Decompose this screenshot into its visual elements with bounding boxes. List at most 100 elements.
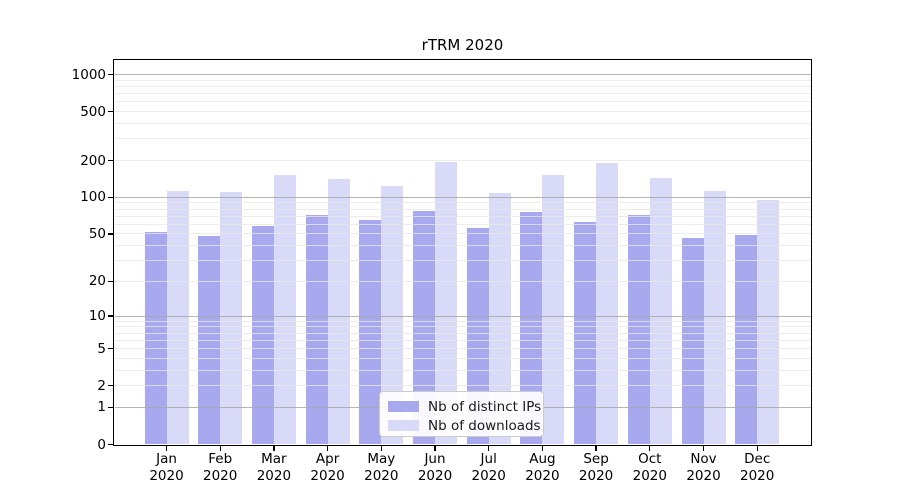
- y-tick-label: 50: [88, 225, 106, 242]
- x-tick-label-nov: Nov 2020: [686, 451, 721, 484]
- bar-downloads-dec: [757, 200, 780, 445]
- gridline-major: [114, 315, 811, 317]
- gridline-major: [114, 196, 811, 198]
- gridline-minor: [114, 111, 811, 113]
- x-tick-label-may: May 2020: [364, 451, 399, 484]
- gridline-minor: [114, 233, 811, 235]
- y-tick-mark: [107, 406, 114, 409]
- x-tick-mark: [595, 446, 597, 451]
- gridline-minor: [114, 138, 811, 140]
- gridline-minor: [114, 79, 811, 81]
- gridline-minor: [114, 385, 811, 387]
- x-tick-label-jan: Jan 2020: [149, 451, 184, 484]
- bar-downloads-feb: [220, 192, 243, 445]
- gridline-minor: [114, 123, 811, 125]
- gridline-minor: [114, 208, 811, 210]
- x-tick-label-apr: Apr 2020: [310, 451, 345, 484]
- y-tick-label: 0: [97, 436, 106, 453]
- legend-label-downloads: Nb of downloads: [428, 417, 541, 434]
- gridline-minor: [114, 93, 811, 95]
- gridline-minor: [114, 320, 811, 322]
- bar-downloads-aug: [542, 175, 565, 445]
- bar-distinct-ips-jul: [466, 227, 489, 445]
- bar-downloads-sep: [596, 162, 619, 445]
- gridline-minor: [114, 332, 811, 334]
- legend-label-distinct-ips: Nb of distinct IPs: [428, 398, 542, 415]
- x-tick-mark: [649, 446, 651, 451]
- gridline-minor: [114, 101, 811, 103]
- gridline-minor: [114, 160, 811, 161]
- gridline-minor: [114, 357, 811, 359]
- bar-downloads-apr: [327, 179, 350, 445]
- bar-distinct-ips-oct: [627, 214, 650, 445]
- gridline-minor: [114, 223, 811, 225]
- bar-downloads-oct: [649, 177, 672, 445]
- bar-downloads-jan: [166, 191, 189, 445]
- y-tick-mark: [107, 73, 114, 76]
- x-tick-label-mar: Mar 2020: [256, 451, 292, 484]
- x-tick-mark: [488, 446, 490, 451]
- gridline-minor: [114, 215, 811, 217]
- y-tick-label: 1000: [71, 66, 106, 83]
- gridline-minor: [114, 202, 811, 204]
- bar-downloads-mar: [273, 175, 296, 445]
- gridline-minor: [114, 369, 811, 371]
- bar-distinct-ips-mar: [251, 226, 274, 445]
- x-tick-label-feb: Feb 2020: [203, 451, 238, 484]
- x-tick-mark: [380, 446, 382, 451]
- chart-title: rTRM 2020: [421, 36, 504, 54]
- bar-distinct-ips-aug: [520, 211, 543, 445]
- bar-downloads-jul: [488, 193, 511, 445]
- x-tick-label-aug: Aug 2020: [525, 451, 560, 484]
- x-tick-label-oct: Oct 2020: [632, 451, 667, 484]
- y-tick-mark: [107, 385, 114, 387]
- x-tick-mark: [326, 446, 329, 451]
- y-tick-label: 100: [80, 189, 106, 206]
- legend-swatch-distinct-ips-icon: [388, 401, 419, 412]
- y-tick-mark: [107, 347, 114, 350]
- gridline-minor: [114, 326, 811, 328]
- gridline-minor: [114, 85, 811, 87]
- bar-distinct-ips-may: [359, 220, 382, 445]
- bar-downloads-nov: [703, 191, 726, 445]
- y-tick-mark: [107, 280, 114, 283]
- legend: Nb of distinct IPs Nb of downloads: [379, 391, 544, 437]
- gridline-minor: [114, 260, 811, 262]
- bar-downloads-jun: [435, 161, 457, 445]
- bar-downloads-may: [381, 186, 404, 445]
- y-tick-mark: [107, 159, 114, 162]
- legend-item-downloads: Nb of downloads: [388, 417, 541, 434]
- y-tick-label: 200: [80, 152, 106, 169]
- y-tick-label: 20: [88, 273, 106, 290]
- x-tick-mark: [434, 446, 436, 451]
- x-tick-label-jun: Jun 2020: [417, 451, 453, 484]
- x-tick-mark: [756, 446, 758, 451]
- y-tick-label: 10: [88, 308, 106, 325]
- legend-swatch-downloads-icon: [388, 420, 419, 431]
- y-tick-mark: [107, 315, 114, 317]
- y-tick-mark: [107, 443, 114, 446]
- y-tick-label: 1: [97, 399, 106, 416]
- gridline-minor: [114, 280, 811, 282]
- y-tick-mark: [107, 196, 114, 198]
- bar-distinct-ips-apr: [305, 214, 328, 445]
- x-tick-mark: [219, 446, 221, 451]
- y-tick-mark: [107, 233, 114, 235]
- gridline-minor: [114, 348, 811, 350]
- x-tick-label-sep: Sep 2020: [578, 451, 614, 484]
- bar-distinct-ips-dec: [735, 235, 758, 445]
- x-tick-mark: [273, 446, 275, 451]
- x-tick-mark: [702, 446, 705, 451]
- bar-distinct-ips-nov: [681, 238, 704, 445]
- y-tick-mark: [107, 110, 114, 113]
- y-tick-label: 2: [97, 377, 106, 394]
- y-tick-label: 500: [80, 103, 106, 120]
- bar-distinct-ips-jan: [144, 231, 167, 445]
- x-tick-label-dec: Dec 2020: [740, 451, 775, 484]
- gridline-major: [114, 74, 811, 76]
- x-tick-mark: [165, 446, 168, 451]
- legend-item-distinct-ips: Nb of distinct IPs: [388, 398, 541, 415]
- gridline-minor: [114, 245, 811, 247]
- x-tick-label-jul: Jul 2020: [471, 451, 506, 484]
